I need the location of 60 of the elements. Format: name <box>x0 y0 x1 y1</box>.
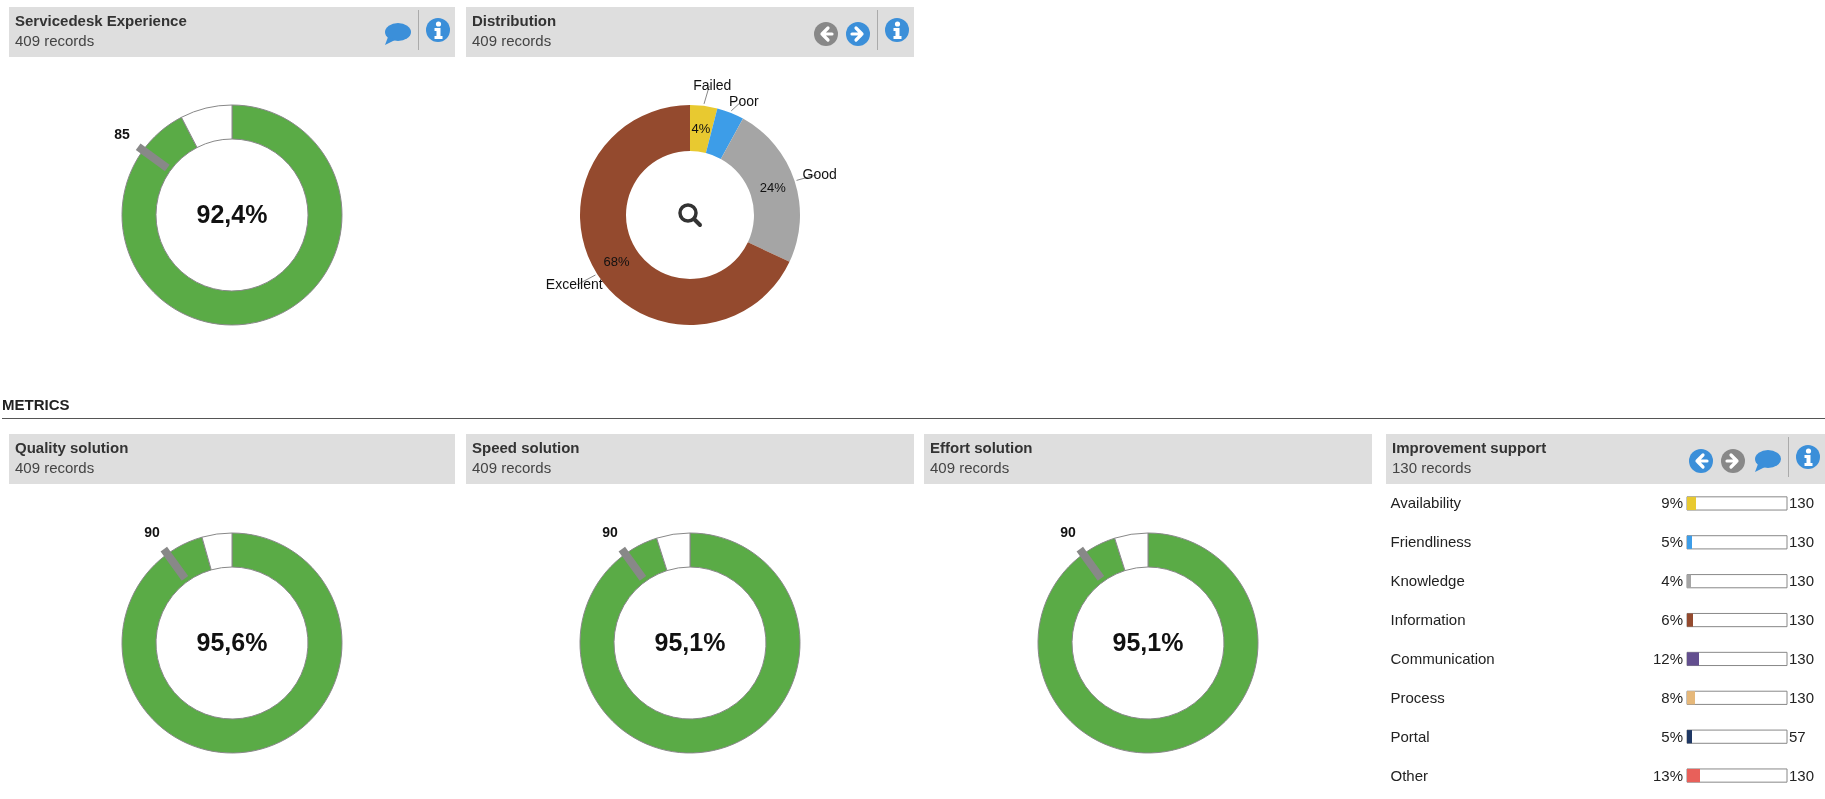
chart-subtitle: 409 records <box>930 459 1011 476</box>
chart-subtitle: 409 records <box>472 32 553 49</box>
data-label: 5% <box>1661 727 1683 745</box>
text: 57 <box>1789 727 1806 745</box>
text: 130 records <box>1392 459 1473 476</box>
chart-title: Servicedesk Experience <box>15 12 188 29</box>
text: 130 <box>1789 572 1815 590</box>
donut-slice <box>720 118 800 262</box>
text: METRICS <box>2 396 1825 419</box>
data-label: 8% <box>1661 688 1683 706</box>
y-tick-label: Information <box>1390 611 1466 629</box>
slice-label: Poor <box>729 93 759 110</box>
data-label: 9% <box>1661 494 1683 512</box>
slice-label: Good <box>802 165 837 182</box>
text: 85 <box>114 126 130 143</box>
data-label: 68% <box>603 253 630 269</box>
text: 90 <box>1060 523 1077 540</box>
chart-title: Quality solution <box>15 439 130 456</box>
text: Improvement support <box>1392 439 1548 456</box>
text: 130 <box>1789 533 1815 551</box>
data-label: 24% <box>759 180 787 196</box>
y-tick-label: Other <box>1390 766 1429 784</box>
text: 90 <box>144 523 161 540</box>
text: 130 <box>1789 494 1815 512</box>
text: 130 <box>1789 766 1815 784</box>
y-tick-label: Friendliness <box>1390 533 1472 551</box>
data-label: 4% <box>1661 572 1683 590</box>
data-label: 13% <box>1652 766 1683 784</box>
bar <box>1687 691 1695 705</box>
text: 130 <box>1789 649 1815 667</box>
bar <box>1687 613 1693 627</box>
y-tick-label: Process <box>1390 688 1445 706</box>
y-tick-label: Availability <box>1390 494 1462 512</box>
text: 90 <box>602 523 619 540</box>
bar <box>1687 730 1692 744</box>
bar <box>1687 496 1696 511</box>
text: 130 <box>1789 611 1815 629</box>
text: 92,4% <box>196 200 268 228</box>
y-tick-label: Portal <box>1390 727 1430 745</box>
text: 95,1% <box>1112 628 1184 656</box>
data-label: 6% <box>1661 611 1683 629</box>
bar <box>1687 652 1699 666</box>
chart-subtitle: 409 records <box>472 459 553 476</box>
data-label: 4% <box>691 120 711 136</box>
y-tick-label: Communication <box>1390 649 1495 667</box>
bar <box>1687 535 1692 549</box>
y-tick-label: Knowledge <box>1390 572 1465 590</box>
bar <box>1687 574 1691 588</box>
chart-title: Effort solution <box>930 439 1034 456</box>
slice-label: Excellent <box>545 275 603 292</box>
chart-title: Speed solution <box>472 439 581 456</box>
text: 130 <box>1789 688 1815 706</box>
text: 95,1% <box>654 628 726 656</box>
data-label: 5% <box>1661 533 1683 551</box>
chart-subtitle: 409 records <box>15 459 96 476</box>
chart-title: Distribution <box>472 12 558 29</box>
chart-subtitle: 409 records <box>15 32 96 49</box>
slice-label: Failed <box>693 77 732 94</box>
text: 95,6% <box>196 628 268 656</box>
data-label: 12% <box>1652 649 1683 667</box>
